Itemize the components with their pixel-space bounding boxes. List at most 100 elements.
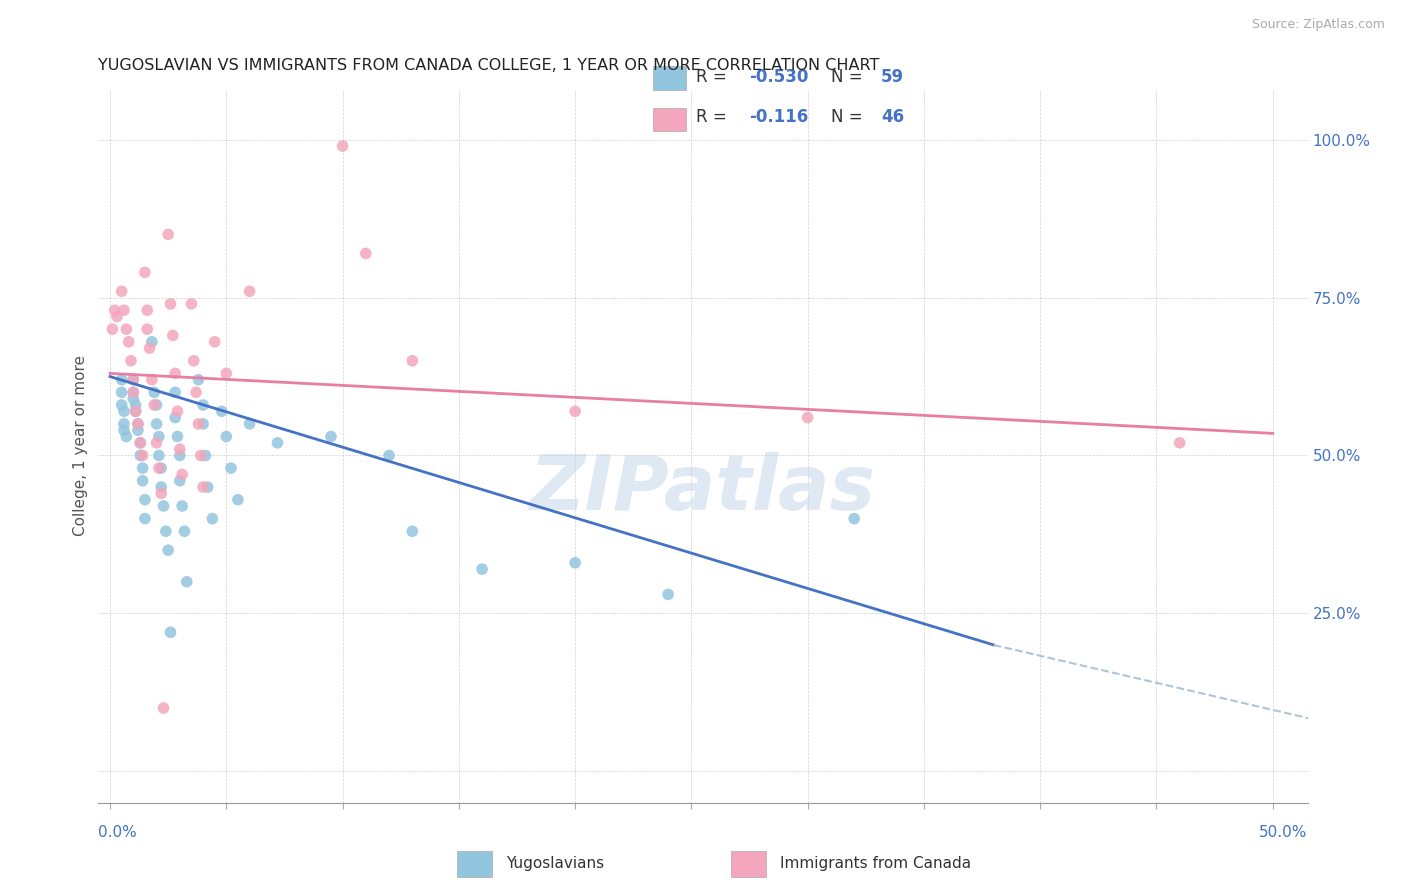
Point: [194, 449, 217, 463]
Point: [190, 449, 212, 463]
Text: 59: 59: [882, 69, 904, 87]
Point: [150, 461, 173, 475]
Point: [191, 417, 214, 431]
Point: [1168, 435, 1191, 450]
Point: [169, 442, 191, 457]
Point: [266, 435, 288, 450]
Point: [141, 334, 163, 349]
Text: ZIPatlas: ZIPatlas: [530, 452, 876, 525]
Point: [122, 373, 145, 387]
Point: [150, 480, 173, 494]
Point: [564, 404, 586, 418]
Point: [101, 322, 124, 336]
Point: [169, 449, 191, 463]
Point: [157, 227, 180, 242]
FancyBboxPatch shape: [652, 108, 686, 131]
Point: [844, 511, 866, 525]
Point: [145, 435, 167, 450]
Point: [145, 417, 167, 431]
Point: [138, 341, 160, 355]
Text: 0.0%: 0.0%: [98, 825, 138, 839]
Point: [127, 417, 149, 431]
Point: [165, 385, 187, 400]
Point: [122, 373, 145, 387]
Point: [129, 449, 152, 463]
Point: [115, 429, 138, 443]
Point: [104, 303, 127, 318]
Text: 50.0%: 50.0%: [1260, 825, 1308, 839]
Point: [197, 480, 219, 494]
Point: [131, 461, 153, 475]
Y-axis label: College, 1 year or more: College, 1 year or more: [73, 356, 89, 536]
Point: [112, 423, 135, 437]
Point: [131, 474, 153, 488]
Point: [401, 353, 423, 368]
Point: [124, 398, 146, 412]
Point: [152, 499, 174, 513]
Point: [201, 511, 224, 525]
Point: [148, 449, 170, 463]
Point: [120, 353, 142, 368]
Point: [471, 562, 494, 576]
Point: [152, 701, 174, 715]
Point: [191, 480, 214, 494]
Point: [143, 385, 166, 400]
Text: R =: R =: [696, 108, 737, 126]
Point: [180, 297, 202, 311]
Point: [129, 435, 152, 450]
Point: [150, 486, 173, 500]
Point: [187, 373, 209, 387]
Point: [166, 404, 188, 418]
Point: [183, 353, 205, 368]
Point: [176, 574, 198, 589]
Point: [112, 404, 135, 418]
Point: [141, 373, 163, 387]
Point: [124, 404, 146, 418]
Point: [122, 385, 145, 400]
Point: [172, 467, 194, 482]
Point: [136, 303, 159, 318]
Point: [143, 398, 166, 412]
Text: Immigrants from Canada: Immigrants from Canada: [780, 855, 972, 871]
Point: [122, 392, 145, 406]
Text: Yugoslavians: Yugoslavians: [506, 855, 605, 871]
Text: -0.530: -0.530: [749, 69, 808, 87]
Point: [191, 398, 214, 412]
Point: [145, 398, 167, 412]
Point: [319, 429, 342, 443]
Point: [129, 435, 152, 450]
Point: [401, 524, 423, 539]
Point: [226, 492, 249, 507]
Text: -0.116: -0.116: [749, 108, 808, 126]
Point: [155, 524, 177, 539]
Point: [219, 461, 242, 475]
Point: [127, 417, 149, 431]
Text: 46: 46: [882, 108, 904, 126]
Point: [105, 310, 128, 324]
Point: [215, 367, 238, 381]
Point: [127, 423, 149, 437]
Point: [122, 385, 145, 400]
Point: [115, 322, 138, 336]
Point: [657, 587, 679, 601]
Point: [111, 285, 134, 299]
Point: [165, 410, 187, 425]
Point: [136, 322, 159, 336]
Text: R =: R =: [696, 69, 733, 87]
FancyBboxPatch shape: [652, 66, 686, 90]
Point: [118, 334, 141, 349]
FancyBboxPatch shape: [457, 851, 492, 877]
Point: [157, 543, 180, 558]
Point: [124, 404, 146, 418]
Point: [111, 373, 134, 387]
Point: [112, 303, 135, 318]
Point: [378, 449, 401, 463]
Point: [134, 265, 156, 279]
Point: [131, 449, 153, 463]
Point: [134, 511, 156, 525]
Point: [215, 429, 238, 443]
Point: [796, 410, 818, 425]
Point: [332, 139, 354, 153]
Point: [148, 461, 170, 475]
Point: [187, 417, 209, 431]
